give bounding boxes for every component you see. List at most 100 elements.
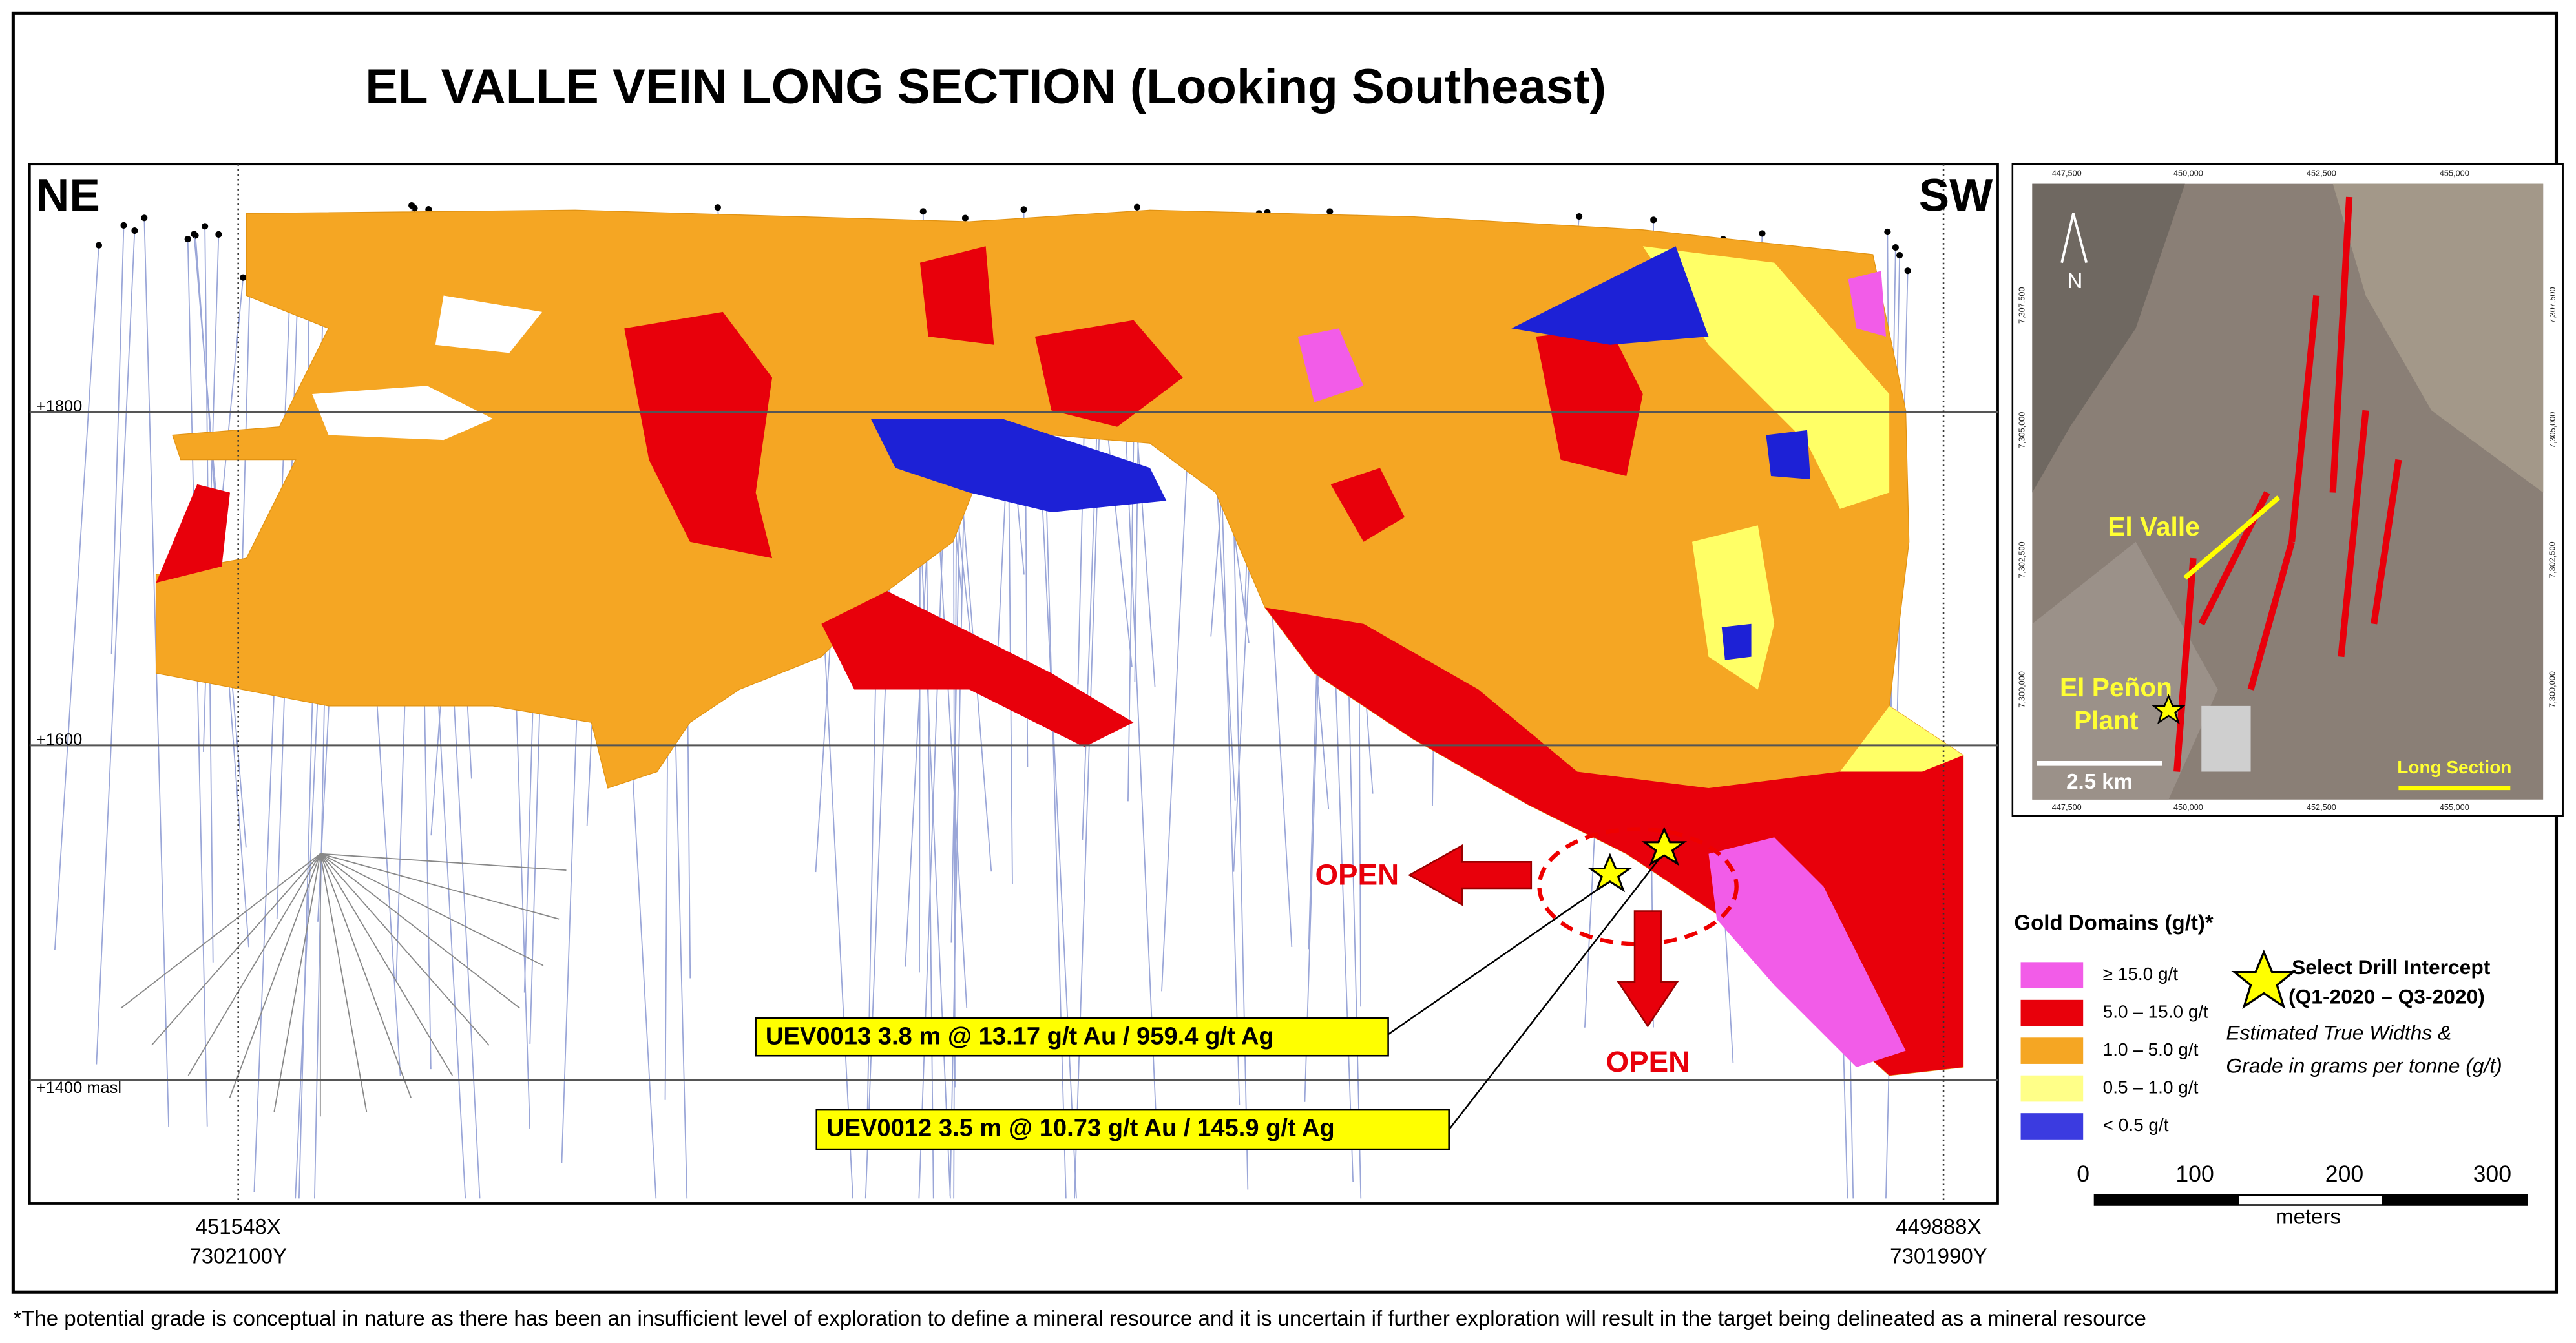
map-y-tick: 7,305,000	[2548, 412, 2557, 449]
drill-hole	[187, 239, 208, 1127]
drill-hole	[54, 245, 99, 950]
intercept-box	[815, 1109, 1450, 1150]
vein	[2338, 410, 2369, 658]
collar	[961, 214, 969, 222]
open-label: OPEN	[1606, 1045, 1690, 1078]
collar	[1576, 213, 1583, 220]
collar	[95, 242, 103, 249]
drill-hole	[319, 853, 412, 1099]
domain-0.5-1	[1839, 705, 1963, 772]
collar	[1892, 244, 1899, 251]
domain-5-15	[821, 590, 1134, 747]
collar	[1759, 230, 1766, 237]
intercept-star	[1587, 853, 1633, 893]
domain-5-15	[156, 484, 230, 583]
legend: Gold Domains (g/t)* ≥ 15.0 g/t 5.0 – 15.0…	[2014, 911, 2502, 1140]
gap	[435, 295, 543, 353]
vein	[2173, 557, 2197, 772]
legend-label: 5.0 – 15.0 g/t	[2103, 1002, 2208, 1022]
legend-swatch	[2020, 1037, 2084, 1064]
drill-hole	[320, 853, 520, 1009]
map-y-tick: 7,305,000	[2016, 412, 2026, 449]
legend-title: Gold Domains (g/t)*	[2014, 911, 2213, 935]
vein	[2371, 459, 2402, 625]
leader	[1387, 886, 1602, 1036]
scale-bar-segment	[2382, 1195, 2527, 1205]
legend-intercept: (Q1-2020 – Q3-2020)	[2288, 985, 2485, 1008]
collar	[1133, 203, 1141, 211]
collar	[141, 214, 148, 222]
scale-label: 0	[2077, 1161, 2089, 1187]
map-ticks: 447,500 447,500 450,000 450,000 452,500 452,5…	[2016, 169, 2557, 812]
north-label: N	[2068, 269, 2083, 293]
intercept-star	[1641, 826, 1688, 866]
coordinate: 449888X	[1896, 1215, 1981, 1239]
legend-label: 1.0 – 5.0 g/t	[2103, 1039, 2199, 1059]
collar	[714, 204, 721, 211]
intercept-label: UEV0013 3.8 m @ 13.17 g/t Au / 959.4 g/t…	[766, 1022, 1274, 1050]
plant-label: Plant	[2074, 705, 2139, 735]
terrain	[2032, 541, 2218, 800]
map-y-tick: 7,307,500	[2016, 287, 2026, 324]
map-x-tick: 455,000	[2440, 802, 2469, 812]
collar	[1904, 267, 1911, 275]
map-y-tick: 7,302,500	[2016, 541, 2026, 578]
footnote: *The potential grade is conceptual in na…	[13, 1307, 2146, 1331]
elevation-label: +1400 masl	[36, 1079, 121, 1097]
map-x-tick: 447,500	[2052, 802, 2082, 812]
drill-hole	[320, 853, 453, 1076]
legend-star	[2231, 949, 2297, 1009]
legend-swatch	[2020, 962, 2084, 989]
legend-label: ≥ 15.0 g/t	[2103, 964, 2179, 984]
map-y-tick: 7,307,500	[2548, 287, 2557, 324]
drill-hole	[187, 853, 321, 1076]
map-x-tick: 455,000	[2440, 169, 2469, 178]
collar	[215, 231, 222, 238]
plant	[2201, 705, 2251, 772]
legend-label: < 0.5 g/t	[2103, 1115, 2169, 1135]
collar	[184, 236, 191, 243]
domain-5-15	[919, 246, 994, 345]
section-trace	[2183, 495, 2281, 580]
plant-label: El Peñon	[2060, 672, 2172, 702]
coordinate: 7302100Y	[189, 1245, 287, 1269]
legend-note: Estimated True Widths &	[2226, 1021, 2451, 1045]
collar	[1884, 228, 1891, 236]
map-y-tick: 7,300,000	[2548, 671, 2557, 708]
title: EL VALLE VEIN LONG SECTION (Looking Sout…	[365, 59, 1606, 114]
domain-1-5	[155, 209, 1964, 1076]
domain-gt-15	[1297, 328, 1364, 402]
open-label: OPEN	[1315, 858, 1399, 891]
scale-label: 100	[2175, 1161, 2214, 1187]
intercept-box	[755, 1017, 1389, 1057]
drill-hole	[253, 242, 293, 1192]
map-scale-label: 2.5 km	[2066, 770, 2133, 794]
vein	[2288, 295, 2320, 543]
drill-hole	[320, 853, 560, 920]
domain-gt-15	[1708, 837, 1906, 1068]
leader	[1448, 858, 1660, 1130]
map-x-tick: 450,000	[2173, 802, 2203, 812]
domain-5-15	[1330, 468, 1405, 542]
drill-hole	[320, 853, 544, 966]
drill-hole	[273, 853, 321, 1112]
map-y-tick: 7,300,000	[2016, 671, 2026, 708]
collar	[202, 223, 209, 230]
map-x-tick: 450,000	[2173, 169, 2203, 178]
collar	[131, 227, 138, 234]
collar	[425, 205, 432, 213]
coordinate: 451548X	[196, 1215, 281, 1239]
scale-unit: meters	[2276, 1205, 2341, 1229]
collar	[1326, 208, 1334, 215]
domain-0.5-1	[1692, 525, 1775, 690]
collar	[1650, 216, 1657, 224]
plant-star	[2151, 694, 2186, 725]
map-x-tick: 452,500	[2307, 169, 2336, 178]
scale-bar: meters 0 100 200 300	[2077, 1161, 2528, 1229]
drill-hole	[320, 853, 490, 1046]
domain-lt-0.5	[1721, 623, 1752, 660]
vein	[2247, 541, 2296, 691]
terrain	[2332, 183, 2544, 493]
collar	[1020, 206, 1027, 213]
